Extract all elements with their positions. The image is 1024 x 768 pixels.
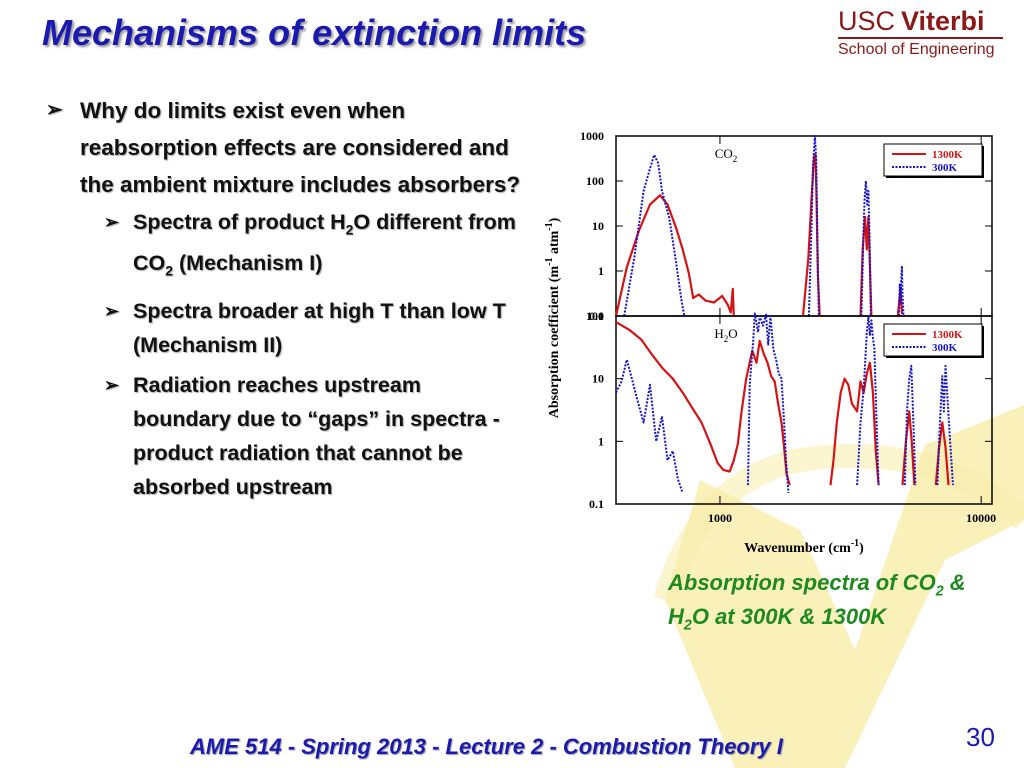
h2o-series-1300K-segment (829, 361, 880, 486)
h2o-panel-label: H2O (714, 326, 737, 344)
co2-ytick-label: 10 (592, 219, 604, 233)
co2-ytick-label: 1000 (580, 129, 604, 143)
sub-bullet-1: ➢ Spectra of product H2O different from C… (44, 205, 522, 288)
bullet-main-text: Why do limits exist even when reabsorpti… (80, 98, 521, 197)
co2-legend-label: 1300K (932, 149, 963, 161)
logo-divider (838, 37, 1003, 39)
figure-caption: Absorption spectra of CO2 & H2O at 300K … (668, 570, 968, 639)
co2-ytick-label: 0.1 (589, 309, 604, 323)
sub-bullet-1-part-a: Spectra of product H (133, 210, 346, 234)
co2-series-300K-segment (807, 135, 820, 317)
logo-usc-text: USC (838, 6, 896, 36)
x-axis-label-part-a: Wavenumber (cm (744, 541, 851, 556)
xtick-label: 10000 (966, 511, 996, 525)
sub-bullet-1-subscript-2: 2 (165, 262, 174, 279)
co2-series-300K-segment (898, 264, 905, 317)
h2o-series-300K-segment (903, 364, 917, 486)
h2o-ytick-label: 100 (586, 309, 604, 323)
watermark-v-shape (665, 405, 1024, 768)
sub-bullet-1-subscript-1: 2 (345, 221, 354, 238)
arrow-bullet-icon: ➢ (104, 300, 120, 321)
h2o-panel-frame (615, 315, 993, 505)
caption-part-c: & H (668, 570, 966, 630)
chart-svg: 10001001010.11300K300KCO21001010.11300K3… (544, 129, 996, 556)
co2-ytick-label: 1 (598, 264, 604, 278)
h2o-series-300K-segment (747, 312, 790, 494)
caption-part-a: Absorption spectra of CO (668, 570, 936, 595)
slide-title: Mechanisms of extinction limits (42, 12, 587, 53)
h2o-legend-label: 300K (932, 342, 958, 354)
h2o-series-300K-segment (936, 364, 954, 486)
bullet-main: ➢ Why do limits exist even when reabsorpt… (44, 92, 522, 203)
arrow-bullet-icon: ➢ (46, 99, 63, 121)
co2-legend-label: 300K (932, 162, 958, 174)
watermark-ring (653, 444, 1024, 604)
arrow-bullet-icon: ➢ (104, 374, 120, 395)
page-number: 30 (966, 722, 995, 752)
caption-subscript-2: 2 (683, 617, 692, 634)
h2o-series-300K-segment (615, 358, 684, 494)
co2-panel-label-part-a: CO (715, 146, 733, 161)
sub-bullet-3: ➢ Radiation reaches upstream boundary due… (44, 368, 522, 504)
absorption-spectra-chart: 1000 100 10 1 0.1 1300K 300K CO2 100 10 1 0.1 1300K 3… (538, 128, 1008, 558)
y-axis-label-part-a: Absorption coefficient (m (547, 266, 562, 419)
co2-panel-label: CO2 (715, 146, 738, 164)
sub-bullet-2: ➢ Spectra broader at high T than low T (M… (44, 294, 522, 362)
co2-legend-box (883, 143, 983, 177)
bullet-list: ➢ Why do limits exist even when reabsorpt… (44, 92, 522, 510)
x-axis-label: Wavenumber (cm-1) (744, 538, 864, 556)
y-axis-label-superscript-1: -1 (544, 258, 555, 266)
caption-part-e: O at 300K & 1300K (691, 604, 887, 630)
sub-bullet-2-text: Spectra broader at high T than low T (Me… (133, 298, 506, 357)
h2o-ytick-label: 0.1 (589, 497, 604, 511)
y-axis-label-part-c: atm (547, 230, 562, 257)
h2o-ytick-label: 10 (592, 372, 604, 386)
y-axis-label: Absorption coefficient (m-1 atm-1) (544, 217, 562, 418)
h2o-legend-box (883, 323, 983, 357)
h2o-panel-label-part-c: O (728, 326, 737, 341)
h2o-series-1300K-segment (615, 321, 791, 486)
x-axis-label-superscript: -1 (851, 538, 859, 549)
x-axis-label-part-c: ) (859, 541, 864, 556)
logo-viterbi-text: Viterbi (901, 6, 985, 36)
slide-footer: AME 514 - Spring 2013 - Lecture 2 - Comb… (190, 734, 783, 759)
logo-school-text: School of Engineering (838, 41, 995, 58)
sub-bullet-1-part-c: O different from CO (133, 210, 516, 276)
xtick-label: 1000 (708, 511, 732, 525)
arrow-bullet-icon: ➢ (104, 212, 120, 232)
h2o-panel-label-subscript: 2 (724, 334, 729, 344)
sub-bullet-1-part-e: (Mechanism I) (173, 251, 323, 276)
h2o-legend-label: 1300K (932, 329, 963, 341)
h2o-panel-label-part-a: H (714, 326, 723, 341)
usc-viterbi-logo: USC Viterbi School of Engineering (838, 6, 1006, 64)
h2o-series-300K-segment (856, 316, 880, 486)
sub-bullet-3-text: Radiation reaches upstream boundary due … (133, 372, 500, 499)
co2-panel-label-subscript: 2 (733, 154, 738, 164)
h2o-series-1300K-segment (934, 421, 950, 486)
co2-series-1300K-segment (614, 194, 735, 317)
co2-series-300K-segment (623, 153, 686, 317)
h2o-ytick-label: 1 (598, 434, 604, 448)
co2-ytick-label: 100 (586, 174, 604, 188)
caption-subscript-1: 2 (935, 583, 944, 600)
y-axis-label-superscript-2: -1 (544, 222, 555, 230)
y-axis-label-part-e: ) (547, 217, 562, 222)
